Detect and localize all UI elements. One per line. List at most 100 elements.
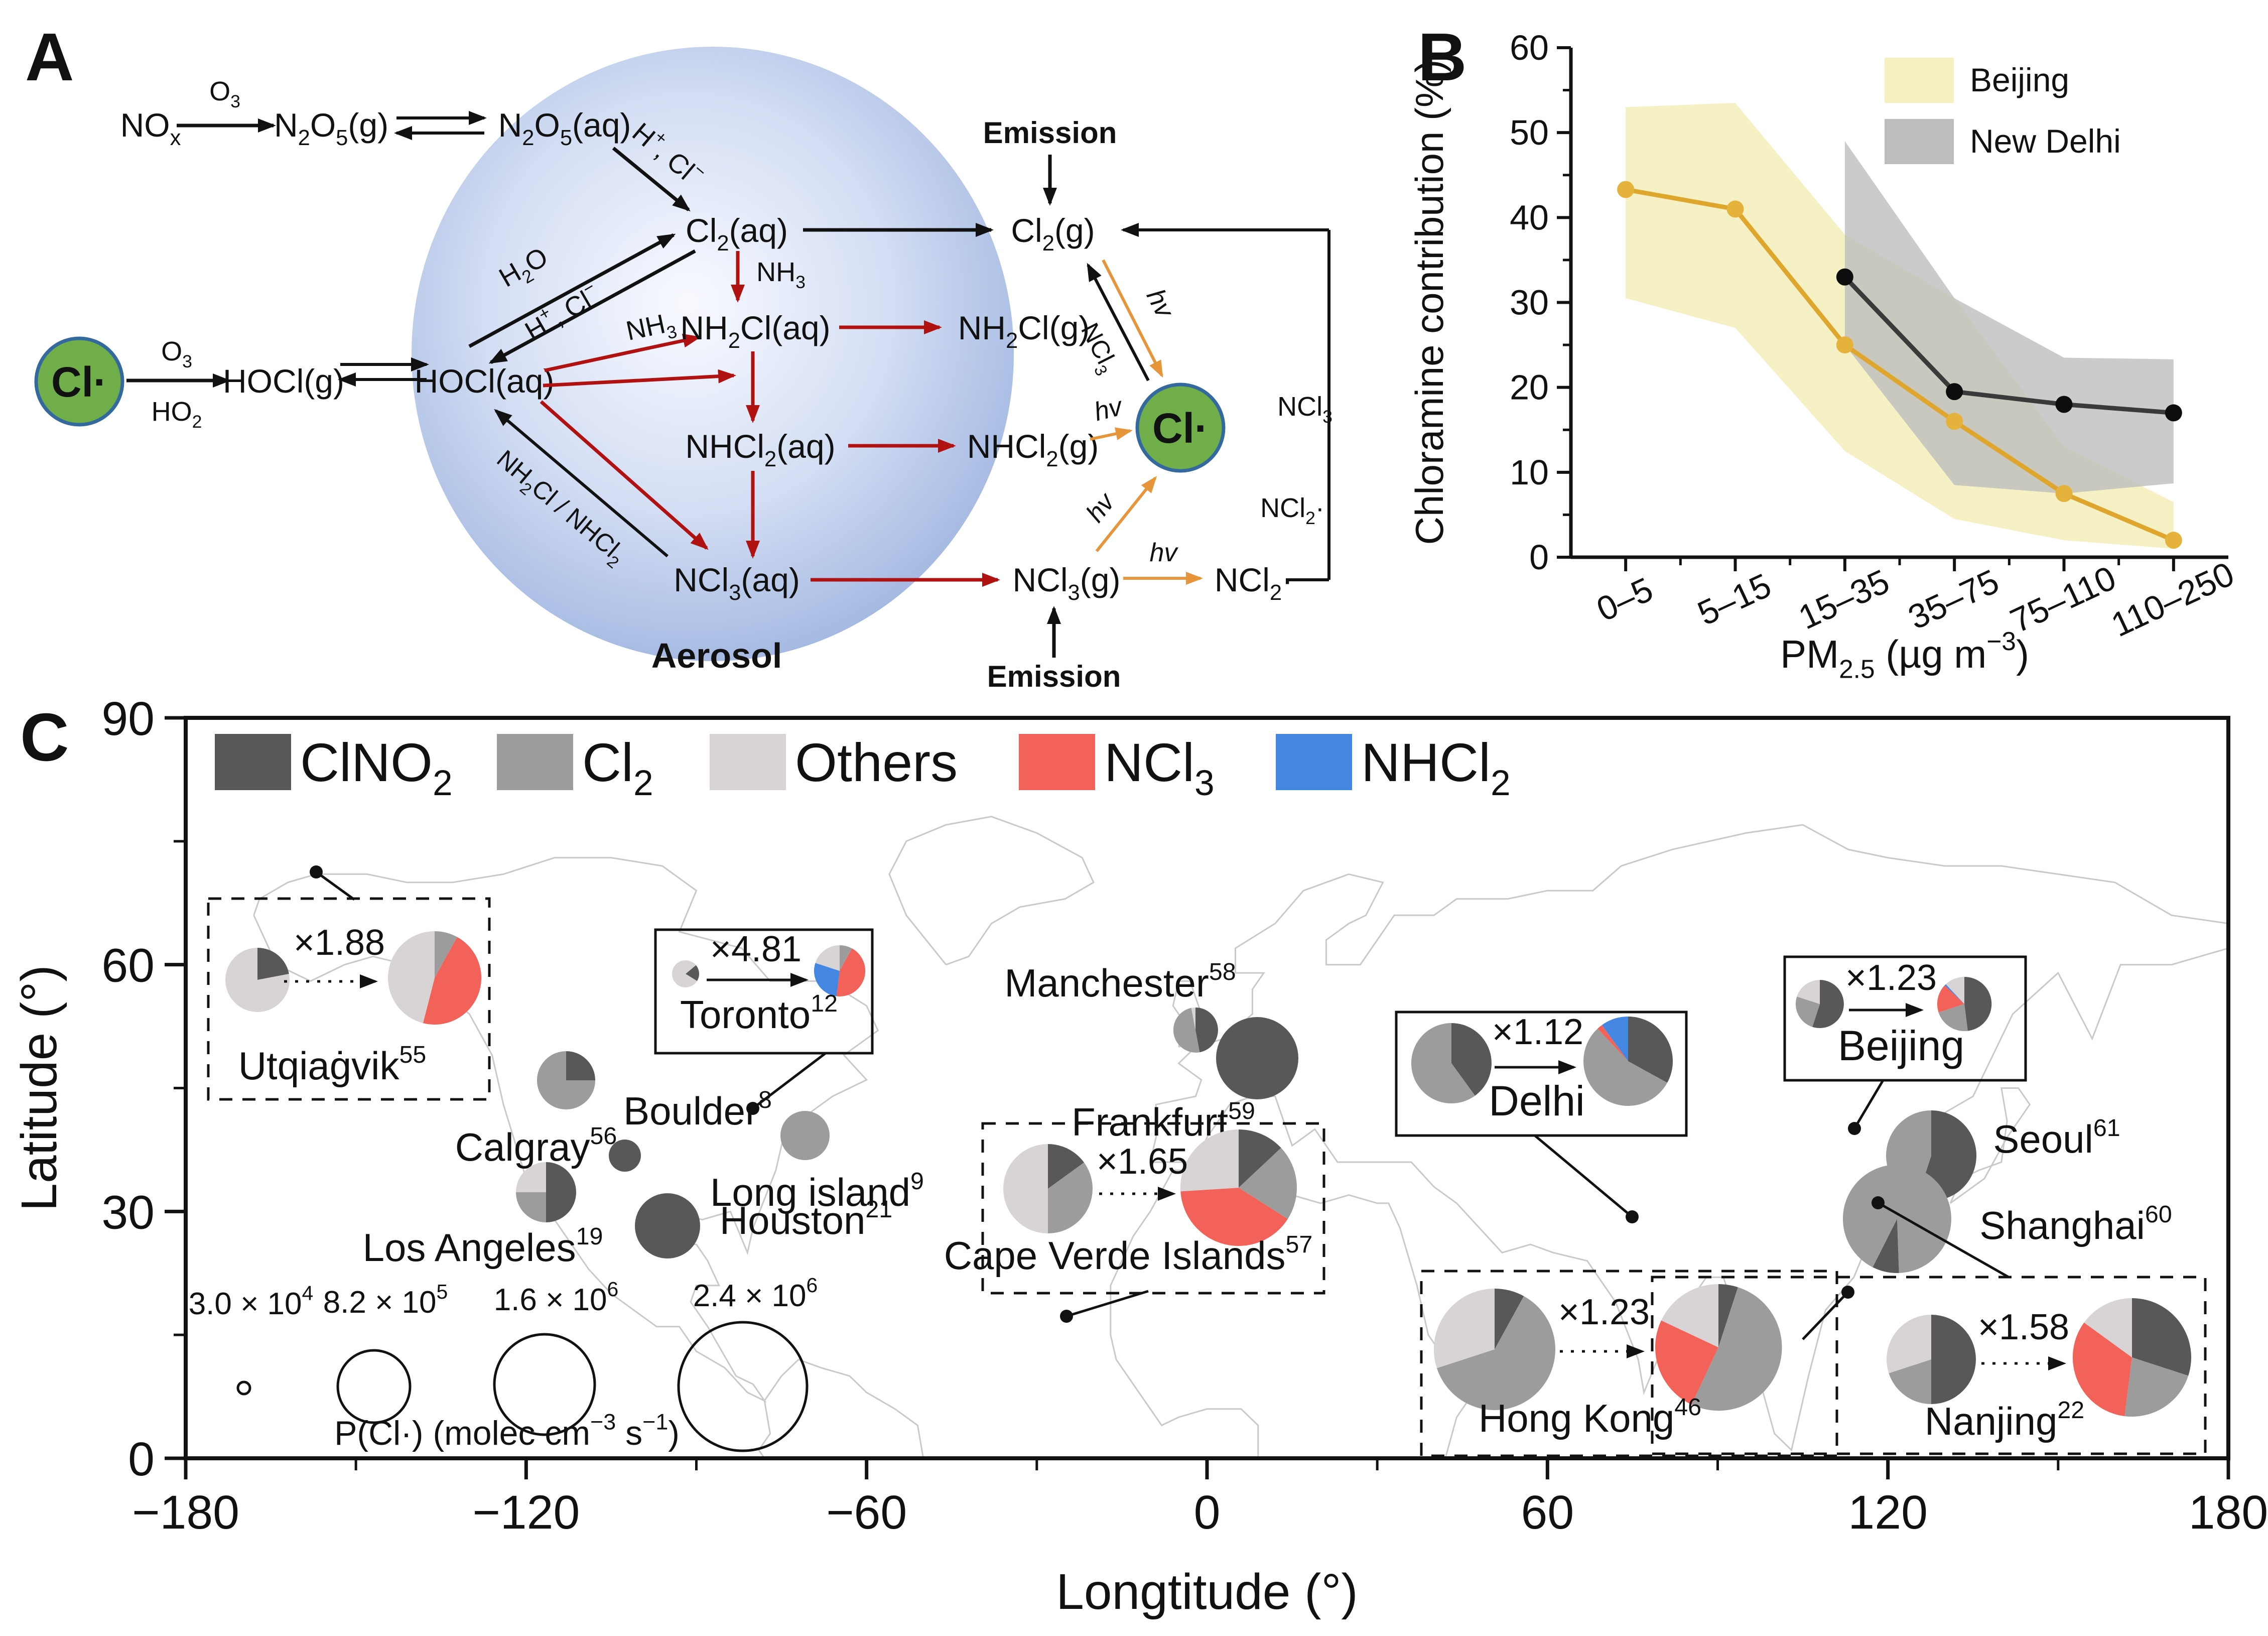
city-location-dot <box>1626 1210 1639 1223</box>
label-o3-top: O3 <box>209 76 240 111</box>
label-hocl-g: HOCl(g) <box>223 362 344 400</box>
label-emission-bottom: Emission <box>987 660 1121 693</box>
pie-los-angeles-slice-others <box>516 1162 546 1192</box>
pie-cape-verde-islands-slice-cl2 <box>1048 1162 1093 1233</box>
city-frankfurt: Frankfurt59 <box>1072 1017 1298 1144</box>
city-label: Manchester58 <box>1004 958 1236 1005</box>
pie-beijing-slice-cl2 <box>1938 1004 1968 1032</box>
pie-cape-verde-islands-slice-others <box>1180 1129 1239 1192</box>
city-zoom-box <box>654 928 874 1055</box>
pie-calgray-slice-cl2 <box>537 1051 595 1109</box>
c-legend-swatch-clno2 <box>215 734 291 790</box>
pie-los-angeles-slice-clno2 <box>546 1162 576 1222</box>
label-hv-4: hv <box>1150 538 1179 567</box>
city-shanghai: Shanghai60 <box>1842 1164 2172 1273</box>
pie-hong-kong-slice-others <box>1433 1289 1495 1368</box>
city-manchester: Manchester58 <box>1004 958 1236 1053</box>
arrow-hocl-cl2 <box>468 233 676 348</box>
size-legend-label-4: 2.4 × 106 <box>693 1274 818 1313</box>
pie-nanjing-slice-others <box>1887 1315 1931 1373</box>
panel-a-label: A <box>25 19 74 95</box>
label-emission-top: Emission <box>983 116 1117 150</box>
c-legend-label-clno2: ClNO2 <box>300 732 453 803</box>
pie-long-island-slice-cl2 <box>780 1111 830 1160</box>
label-cl-radical-right: Cl· <box>1152 405 1209 452</box>
city-connector <box>752 1052 827 1109</box>
city-label: Beijing <box>1838 1022 1964 1069</box>
pie-beijing-slice-clno2 <box>1812 980 1844 1028</box>
cl-radical-right <box>1135 383 1226 473</box>
label-nh2cl-aq: NH2Cl(aq) <box>680 309 830 353</box>
pie-hong-kong-slice-others <box>1661 1284 1718 1347</box>
c-x-tick-label: 120 <box>1848 1486 1928 1539</box>
label-ncl2-right: NCl2· <box>1260 493 1324 528</box>
city-label: Houston21 <box>720 1196 892 1242</box>
pie-calgray-slice-clno2 <box>566 1051 595 1080</box>
pie-shanghai-slice-clno2 <box>1873 1219 1899 1273</box>
pie-beijing-slice-cl2 <box>1795 996 1820 1027</box>
city-location-dot <box>746 1102 759 1115</box>
arrow-hocl-nhcl2 <box>543 369 736 388</box>
size-legend-label-3: 1.6 × 106 <box>494 1278 619 1317</box>
pie-delhi-slice-cl2 <box>1583 1029 1667 1106</box>
b-legend-label-1: Beijing <box>1970 61 2069 98</box>
c-legend-swatch-others <box>710 734 786 790</box>
c-legend-label-cl2: Cl2 <box>582 732 653 803</box>
label-ncl2-mid: NCl2· <box>1215 561 1293 605</box>
size-legend-label-2: 8.2 × 105 <box>323 1280 448 1320</box>
pie-nanjing-slice-clno2 <box>2132 1298 2191 1376</box>
pie-cape-verde-islands-slice-others <box>1003 1144 1048 1233</box>
pie-toronto-slice-cl2 <box>840 945 852 971</box>
b-x-axis-title: PM2.5 (µg m−3) <box>1780 626 2029 683</box>
pie-los-angeles-slice-cl2 <box>516 1192 546 1222</box>
b-legend-label-2: New Delhi <box>1970 122 2121 160</box>
pie-boulder-slice-clno2 <box>609 1140 641 1172</box>
city-toronto: ×4.81 Toronto12 <box>654 928 874 1115</box>
arrow-cl2-hocl <box>488 249 696 364</box>
c-legend-swatch-nhcl2 <box>1276 734 1352 790</box>
c-y-tick-label: 60 <box>101 939 155 992</box>
b-x-tick-label: 35–75 <box>1903 562 2005 637</box>
city-label: Nanjing22 <box>1925 1397 2084 1443</box>
c-legend-label-others: Others <box>795 732 958 793</box>
b-legend-swatch-1 <box>1885 58 1954 103</box>
aerosol-sphere <box>412 47 1014 661</box>
pie-beijing-slice-nhcl2 <box>1944 984 1964 1004</box>
city-los-angeles: Los Angeles19 <box>363 1162 603 1270</box>
pie-utqia-vik-slice-clno2 <box>257 948 289 980</box>
pie-toronto-slice-others <box>815 945 840 971</box>
arrow-clrad-cl2g <box>1087 263 1150 382</box>
pie-beijing-slice-others <box>1946 977 1964 1004</box>
label-nh3-a: NH3 <box>756 257 806 292</box>
city-label: Utqiaġvik55 <box>238 1041 427 1088</box>
scale-multiplier: ×1.23 <box>1558 1292 1650 1332</box>
arrow-cl2g-clrad-hv <box>1102 259 1163 378</box>
c-legend-swatch-cl2 <box>497 734 573 790</box>
b-y-tick-label: 10 <box>1510 453 1549 492</box>
label-cl2-aq: Cl2(aq) <box>686 212 788 256</box>
city-label: Boulder8 <box>623 1086 772 1133</box>
label-aerosol: Aerosol <box>651 636 782 675</box>
pie-delhi-slice-ncl3 <box>1597 1025 1628 1061</box>
map-outline <box>1949 1087 2031 1204</box>
label-hv-2: hv <box>1091 392 1126 427</box>
size-legend-label-1: 3.0 × 104 <box>189 1282 314 1321</box>
city-label: Frankfurt59 <box>1072 1097 1255 1144</box>
size-legend-circle-1 <box>236 1380 251 1396</box>
b-y-tick-label: 20 <box>1510 368 1549 407</box>
city-zoom-box <box>1783 955 2027 1082</box>
arrow-hocl-nh2cl <box>544 333 701 372</box>
size-legend-circle-4 <box>677 1321 809 1452</box>
arrow-n2o5-cl2 <box>612 147 691 212</box>
pie-nanjing-slice-clno2 <box>1931 1315 1976 1404</box>
city-label: Shanghai60 <box>1979 1201 2172 1247</box>
pie-hong-kong-slice-clno2 <box>1718 1284 1738 1347</box>
pie-nanjing-slice-ncl3 <box>2072 1322 2132 1417</box>
pie-nanjing-slice-others <box>2084 1298 2132 1357</box>
scale-multiplier: ×4.81 <box>710 929 802 969</box>
c-x-tick-label: −120 <box>472 1486 580 1539</box>
b-x-tick-label: 0–5 <box>1591 570 1659 629</box>
b-x-tick-label: 15–35 <box>1793 562 1895 637</box>
city-label: Cape Verde Islands57 <box>944 1231 1313 1278</box>
